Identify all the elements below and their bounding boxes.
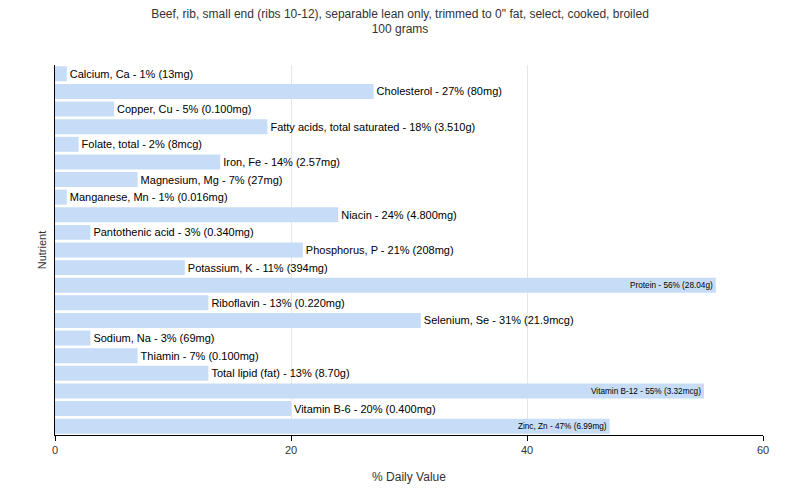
svg-text:Thiamin - 7% (0.100mg): Thiamin - 7% (0.100mg) (141, 350, 259, 362)
svg-text:Fatty acids, total saturated -: Fatty acids, total saturated - 18% (3.51… (270, 121, 475, 133)
svg-text:60: 60 (757, 444, 769, 456)
svg-text:% Daily Value: % Daily Value (372, 470, 446, 484)
svg-text:Phosphorus, P - 21% (208mg): Phosphorus, P - 21% (208mg) (306, 244, 454, 256)
svg-text:Sodium, Na - 3% (69mg): Sodium, Na - 3% (69mg) (93, 332, 214, 344)
svg-text:Selenium, Se - 31% (21.9mcg): Selenium, Se - 31% (21.9mcg) (424, 314, 574, 326)
svg-text:Riboflavin - 13% (0.220mg): Riboflavin - 13% (0.220mg) (211, 297, 344, 309)
svg-text:Pantothenic acid - 3% (0.340mg: Pantothenic acid - 3% (0.340mg) (93, 226, 253, 238)
svg-text:Beef, rib, small end (ribs 10-: Beef, rib, small end (ribs 10-12), separ… (151, 7, 649, 37)
svg-text:40: 40 (521, 444, 533, 456)
svg-text:Nutrient: Nutrient (36, 231, 48, 270)
svg-text:Folate, total - 2% (8mcg): Folate, total - 2% (8mcg) (82, 138, 202, 150)
svg-text:Vitamin B-12 - 55% (3.32mcg): Vitamin B-12 - 55% (3.32mcg) (591, 387, 701, 396)
svg-text:0: 0 (52, 444, 58, 456)
svg-text:Total lipid (fat) - 13% (8.70g: Total lipid (fat) - 13% (8.70g) (211, 367, 349, 379)
svg-text:Calcium, Ca - 1% (13mg): Calcium, Ca - 1% (13mg) (70, 68, 193, 80)
svg-text:Cholesterol - 27% (80mg): Cholesterol - 27% (80mg) (377, 85, 502, 97)
svg-text:Copper, Cu - 5% (0.100mg): Copper, Cu - 5% (0.100mg) (117, 103, 252, 115)
svg-text:Niacin - 24% (4.800mg): Niacin - 24% (4.800mg) (341, 209, 457, 221)
svg-text:Iron, Fe - 14% (2.57mg): Iron, Fe - 14% (2.57mg) (223, 156, 340, 168)
svg-text:Magnesium, Mg - 7% (27mg): Magnesium, Mg - 7% (27mg) (141, 174, 283, 186)
svg-text:Zinc, Zn - 47% (6.99mg): Zinc, Zn - 47% (6.99mg) (518, 422, 607, 431)
svg-text:Protein - 56% (28.04g): Protein - 56% (28.04g) (630, 281, 713, 290)
svg-text:Potassium, K - 11% (394mg): Potassium, K - 11% (394mg) (188, 262, 328, 274)
svg-text:Manganese, Mn - 1% (0.016mg): Manganese, Mn - 1% (0.016mg) (70, 191, 228, 203)
svg-text:Vitamin B-6 - 20% (0.400mg): Vitamin B-6 - 20% (0.400mg) (294, 403, 436, 415)
svg-text:20: 20 (285, 444, 297, 456)
